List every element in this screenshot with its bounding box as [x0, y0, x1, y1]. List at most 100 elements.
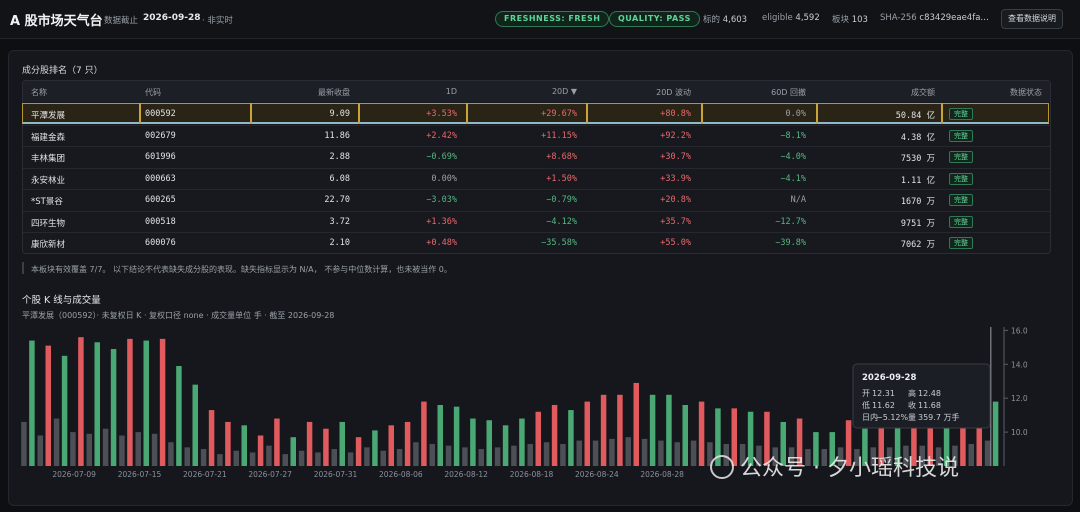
column-header: 20D 波动 — [656, 88, 691, 97]
table-cell: 002679 — [145, 130, 176, 141]
bar — [494, 447, 501, 466]
table-cell: 9.09 — [329, 109, 350, 119]
bar — [658, 440, 664, 466]
note-bar — [22, 262, 24, 274]
x-tick-label: 2026-08-12 — [444, 470, 488, 479]
bar — [584, 401, 590, 466]
table-cell: 2.88 — [329, 152, 350, 162]
tooltip-label: 低 — [862, 400, 870, 410]
date-label: 数据截止 — [104, 16, 139, 26]
x-tick-label: 2026-07-21 — [183, 470, 227, 479]
bar — [94, 342, 100, 466]
table-cell: −4.1% — [780, 173, 806, 184]
data-info-button[interactable]: 查看数据说明 — [1001, 9, 1063, 29]
bar — [813, 432, 819, 466]
bar — [70, 432, 76, 466]
bar — [135, 432, 141, 466]
stat-label: 板块 — [832, 15, 850, 25]
bar — [592, 440, 599, 466]
bar — [437, 404, 443, 466]
bar — [886, 447, 893, 466]
table-cell: +30.7% — [660, 152, 691, 162]
bar — [429, 443, 435, 466]
x-tick-label: 2026-07-15 — [118, 470, 162, 479]
stat-value: 4,603 — [722, 15, 748, 25]
bar — [756, 445, 762, 466]
bar — [323, 428, 329, 466]
bar — [633, 382, 639, 466]
status-badge: 完整 — [949, 215, 973, 228]
bar — [682, 404, 688, 466]
table-cell: 1.11 亿 — [900, 175, 935, 186]
bar — [600, 394, 607, 466]
bar — [241, 425, 247, 466]
bar — [413, 442, 419, 466]
table-cell: 4.38 亿 — [900, 132, 935, 143]
bar — [478, 449, 484, 466]
table-cell: +1.50% — [546, 173, 577, 184]
realtime-flag: · 非实时 — [202, 16, 233, 26]
x-tick-label: 2026-07-09 — [52, 470, 96, 479]
table-cell: 000663 — [145, 173, 176, 184]
status-badge: 完整 — [949, 108, 973, 120]
tooltip-label: 日内 — [862, 412, 878, 422]
x-tick-label: 2026-08-18 — [510, 470, 554, 479]
table-cell: −4.12% — [546, 216, 577, 227]
bar — [878, 425, 884, 466]
bar — [780, 421, 786, 466]
table-cell: +3.53% — [426, 109, 457, 119]
table-cell: +29.67% — [541, 109, 577, 119]
bar — [862, 428, 868, 466]
table-cell: −3.03% — [426, 195, 457, 205]
table-cell: 22.70 — [324, 195, 350, 205]
tooltip-label: 量 — [908, 413, 916, 422]
bar — [796, 418, 803, 466]
bar — [110, 349, 117, 466]
coverage-note: 本板块有效覆盖 7/7。 以下结论不代表缺失成分股的表现。缺失指标显示为 N/A… — [31, 265, 452, 274]
ranking-table: 名称 代码 最新收盘 1D 20D ▼ 20D 波动 60D 回撤 成交额 数据状态 平潭发展 00… — [22, 80, 1051, 254]
table-cell: +11.15% — [541, 130, 577, 141]
status-badge: 完整 — [949, 129, 973, 142]
tooltip-value: 359.7 万手 — [918, 412, 959, 422]
bar — [45, 345, 51, 466]
stock-name: 丰林集团 — [31, 154, 66, 164]
stock-name: 四环生物 — [31, 218, 66, 229]
table-cell: +1.36% — [426, 216, 457, 227]
table-cell: 7062 万 — [900, 240, 935, 250]
table-cell: 000518 — [145, 216, 176, 227]
tooltip-value: 12.31 — [872, 389, 895, 398]
table-cell: −12.7% — [775, 216, 806, 227]
y-tick-label: 10.0 — [1011, 428, 1028, 437]
watermark: 公众号 · 夕小瑶科技说 — [740, 456, 959, 481]
row-divider — [23, 146, 1050, 147]
bar — [837, 447, 844, 466]
cell-highlight-border — [816, 103, 818, 124]
stock-name: *ST景谷 — [31, 197, 63, 207]
table-cell: −0.69% — [426, 152, 457, 162]
row-divider — [23, 189, 1050, 190]
bar — [37, 435, 43, 466]
table-cell: +35.7% — [660, 216, 691, 227]
tooltip-value: 11.68 — [918, 401, 941, 410]
stat-label: eligible — [762, 13, 793, 23]
tooltip-date: 2026-09-28 — [862, 373, 916, 383]
bar — [86, 433, 92, 466]
table-cell: −8.1% — [780, 130, 806, 141]
cell-highlight-border — [466, 103, 468, 124]
column-header: 60D 回撤 — [771, 88, 806, 97]
table-cell: 0.0% — [785, 109, 806, 119]
stock-name: 平潭发展 — [31, 111, 66, 121]
bar — [690, 440, 697, 466]
bar — [176, 365, 182, 466]
table-cell: −4.0% — [780, 152, 806, 162]
bar — [617, 394, 623, 466]
bar — [764, 411, 770, 466]
watermark-icon — [710, 455, 734, 479]
table-cell: 11.86 — [324, 130, 350, 141]
stat-label: SHA-256 — [880, 13, 917, 23]
x-tick-label: 2026-08-28 — [640, 470, 684, 479]
table-cell: 601996 — [145, 152, 176, 162]
bar — [339, 421, 345, 466]
bar — [894, 421, 901, 466]
bar — [649, 394, 656, 466]
